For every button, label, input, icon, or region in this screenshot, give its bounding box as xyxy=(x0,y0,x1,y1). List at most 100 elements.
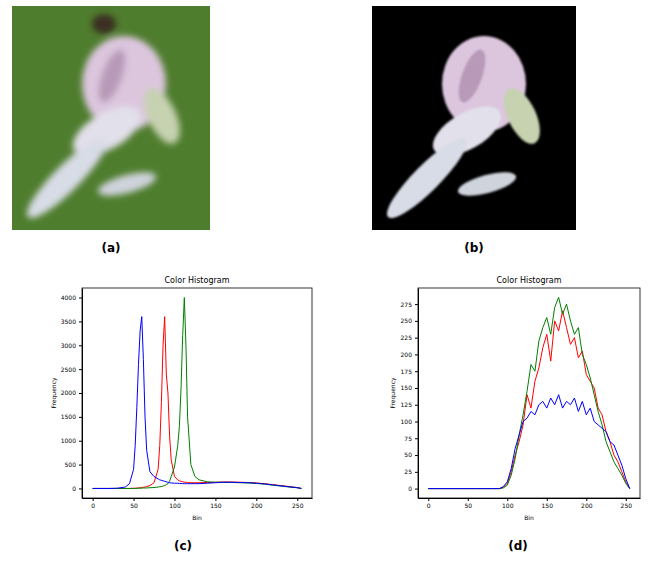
tick-label: 250 xyxy=(401,317,413,324)
x-axis-title: Bin xyxy=(192,514,202,521)
tick-mark xyxy=(79,393,82,394)
tick: 0 xyxy=(408,485,418,492)
tick-label: 0 xyxy=(427,502,431,509)
tick: 150 xyxy=(401,384,418,391)
tick: 3500 xyxy=(61,318,82,325)
panel-label: (b) xyxy=(464,241,484,255)
player xyxy=(19,14,187,226)
tick-label: 200 xyxy=(581,502,593,509)
tick: 2000 xyxy=(61,389,82,396)
tick-mark xyxy=(79,441,82,442)
tick: 200 xyxy=(581,498,593,509)
histogram-line xyxy=(428,311,629,489)
tick-mark xyxy=(415,321,418,322)
tick: 100 xyxy=(502,498,514,509)
chart: 0501001502002500255075100125150175200225… xyxy=(389,276,640,521)
tick: 1000 xyxy=(61,437,82,444)
tick: 275 xyxy=(401,301,418,308)
tick-label: 2000 xyxy=(61,389,76,396)
tick-label: 150 xyxy=(542,502,554,509)
tick-label: 50 xyxy=(404,451,412,458)
tick: 250 xyxy=(621,498,633,509)
tick-mark xyxy=(134,498,135,501)
x-axis: 0 50 100 150 200 250 xyxy=(83,498,313,509)
tick-mark xyxy=(415,338,418,339)
image-background xyxy=(372,6,576,230)
histogram-line xyxy=(93,317,302,489)
plot-background xyxy=(418,288,640,498)
tick-label: 125 xyxy=(401,401,413,408)
tick-mark xyxy=(415,472,418,473)
histogram-line xyxy=(93,317,302,489)
histogram-line xyxy=(428,297,629,488)
tick-mark xyxy=(626,498,627,501)
tick: 0 xyxy=(91,498,95,509)
panel-label: (d) xyxy=(508,539,528,553)
player-number xyxy=(453,46,491,105)
player-leg xyxy=(456,168,519,201)
tick: 50 xyxy=(130,498,138,509)
figure: (a)(b)(c)(d)0501001502002500500100015002… xyxy=(0,0,655,562)
chart-title: Color Histogram xyxy=(497,276,562,285)
plot-area: 0 50 100 150 200 2500 500 1000 1500 2000 2500 3000 3… xyxy=(61,288,313,509)
tick-label: 1000 xyxy=(61,437,76,444)
tick: 0 xyxy=(427,498,431,509)
tick: 175 xyxy=(401,368,418,375)
plot-background xyxy=(82,288,312,498)
tick-label: 250 xyxy=(621,502,633,509)
tick-mark xyxy=(547,498,548,501)
tick-mark xyxy=(507,498,508,501)
tick: 25 xyxy=(404,468,418,475)
tick: 3000 xyxy=(61,342,82,349)
tick: 1500 xyxy=(61,413,82,420)
tick-label: 2500 xyxy=(61,366,76,373)
tick-label: 50 xyxy=(464,502,472,509)
y-axis-title: Frequency xyxy=(50,377,58,408)
tick-label: 0 xyxy=(408,485,412,492)
tick-mark xyxy=(174,498,175,501)
tick-mark xyxy=(415,455,418,456)
tick-label: 100 xyxy=(169,502,181,509)
tick-label: 225 xyxy=(401,334,413,341)
tick-mark xyxy=(415,354,418,355)
tick-label: 150 xyxy=(401,384,413,391)
tick-label: 250 xyxy=(292,502,304,509)
tick-label: 175 xyxy=(401,368,413,375)
plot-frame xyxy=(418,288,640,498)
tick: 100 xyxy=(401,418,418,425)
tick: 250 xyxy=(292,498,304,509)
tick-mark xyxy=(415,405,418,406)
tick-label: 200 xyxy=(251,502,263,509)
player xyxy=(379,36,547,226)
tick-label: 3000 xyxy=(61,342,76,349)
tick-mark xyxy=(79,345,82,346)
histogram-line xyxy=(428,395,629,489)
tick: 100 xyxy=(169,498,181,509)
tick: 225 xyxy=(401,334,418,341)
tick-mark xyxy=(415,438,418,439)
player-leg xyxy=(379,130,475,226)
image-background xyxy=(12,6,210,230)
y-axis: 0255075100125150175200225250275 xyxy=(401,289,419,499)
player-head xyxy=(92,14,116,34)
tick-label: 100 xyxy=(502,502,514,509)
tick-label: 1500 xyxy=(61,413,76,420)
tick-label: 150 xyxy=(210,502,222,509)
tick-label: 4000 xyxy=(61,294,76,301)
tick-mark xyxy=(256,498,257,501)
x-axis: 0 50 100 150 200 250 xyxy=(419,498,641,509)
tick-label: 200 xyxy=(401,351,413,358)
tick: 200 xyxy=(401,351,418,358)
y-axis-title: Frequency xyxy=(389,377,397,408)
tick-mark xyxy=(79,298,82,299)
player-leg xyxy=(96,168,159,201)
tick: 500 xyxy=(65,461,82,468)
plot-frame xyxy=(82,288,312,498)
tick-label: 100 xyxy=(401,418,413,425)
chart: 0 50 100 150 200 2500 500 1000 1500 2000 2500 3000 3… xyxy=(50,276,313,521)
tick-mark xyxy=(79,488,82,489)
tick-label: 25 xyxy=(404,468,412,475)
tick-mark xyxy=(468,498,469,501)
tick: 150 xyxy=(210,498,222,509)
tick: 125 xyxy=(401,401,418,408)
